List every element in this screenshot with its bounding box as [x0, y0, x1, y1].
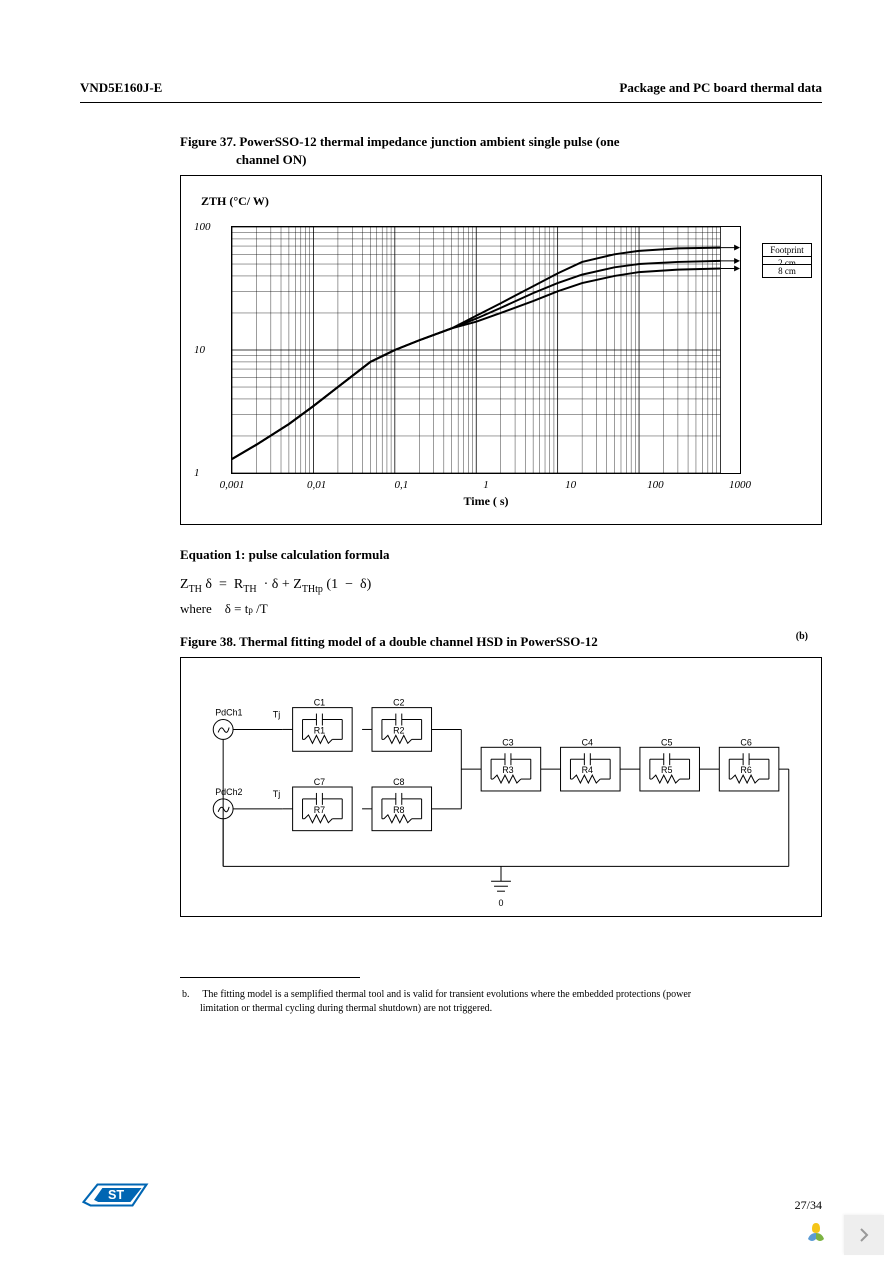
- svg-text:R2: R2: [393, 726, 404, 736]
- figure38-caption: Figure 38. Thermal fitting model of a do…: [180, 633, 822, 651]
- page-number: 27/34: [795, 1198, 822, 1213]
- svg-text:Tj: Tj: [273, 710, 280, 720]
- chart-xlabel: Time ( s): [463, 494, 508, 509]
- xtick-label: 1000: [729, 479, 751, 491]
- svg-text:C6: C6: [740, 738, 751, 748]
- svg-text:R3: R3: [502, 765, 513, 775]
- svg-text:C1: C1: [314, 698, 325, 708]
- svg-text:C7: C7: [314, 777, 325, 787]
- svg-text:R4: R4: [582, 765, 593, 775]
- svg-text:R6: R6: [740, 765, 751, 775]
- legend-item: 8 cm: [762, 264, 812, 278]
- chevron-right-icon: [858, 1227, 870, 1243]
- header-left: VND5E160J-E: [80, 80, 162, 96]
- svg-text:PdCh2: PdCh2: [215, 787, 242, 797]
- svg-text:C2: C2: [393, 698, 404, 708]
- next-page-button[interactable]: [844, 1215, 884, 1255]
- equation1-title: Equation 1: pulse calculation formula: [180, 547, 822, 563]
- xtick-label: 100: [647, 479, 664, 491]
- xtick-label: 0,1: [394, 479, 408, 491]
- equation1-formula: ZTH δ = RTH · δ + ZTHtp (1 − δ): [180, 577, 822, 595]
- svg-text:0: 0: [499, 898, 504, 908]
- svg-text:C3: C3: [502, 738, 513, 748]
- svg-text:R1: R1: [314, 726, 325, 736]
- svg-text:C4: C4: [582, 738, 593, 748]
- svg-text:Tj: Tj: [273, 789, 280, 799]
- xtick-label: 0,001: [220, 479, 245, 491]
- page-header: VND5E160J-E Package and PC board thermal…: [80, 80, 822, 103]
- figure38-diagram: PdCh1 Tj C1 R1 C2 R2 PdCh2 Tj C7 R7 C8 R8 C3 R3 C4 R4 C5…: [180, 657, 822, 917]
- footnote-rule: [180, 977, 360, 978]
- equation1-where: where δ = tp /T: [180, 601, 822, 617]
- chart-ylabel: ZTH (°C/ W): [201, 194, 269, 209]
- figure38-footnote-mark: (b): [796, 631, 808, 642]
- svg-text:PdCh1: PdCh1: [215, 708, 242, 718]
- footer: ST 27/34: [80, 1177, 822, 1213]
- svg-text:C5: C5: [661, 738, 672, 748]
- footnote: b. The fitting model is a semplified the…: [200, 988, 822, 1016]
- ytick-label: 1: [194, 467, 200, 479]
- legend-item: Footprint: [762, 243, 812, 257]
- footnote-text: The fitting model is a semplified therma…: [200, 989, 691, 1014]
- xtick-label: 10: [565, 479, 576, 491]
- header-right: Package and PC board thermal data: [619, 80, 822, 96]
- st-logo-icon: ST: [80, 1177, 150, 1213]
- xtick-label: 0,01: [307, 479, 326, 491]
- chart-plot-area: Time ( s) 1101000,0010,010,11101001000Fo…: [231, 226, 741, 474]
- ytick-label: 100: [194, 221, 211, 233]
- svg-text:R8: R8: [393, 805, 404, 815]
- svg-text:R7: R7: [314, 805, 325, 815]
- footnote-mark: b.: [182, 988, 200, 1002]
- circuit-svg: PdCh1 Tj C1 R1 C2 R2 PdCh2 Tj C7 R7 C8 R8 C3 R3 C4 R4 C5…: [181, 658, 821, 916]
- svg-text:C8: C8: [393, 777, 404, 787]
- figure37-caption-line2: channel ON): [236, 151, 822, 169]
- svg-text:R5: R5: [661, 765, 672, 775]
- svg-text:ST: ST: [108, 1188, 124, 1202]
- gallery-icon[interactable]: [796, 1213, 836, 1253]
- xtick-label: 1: [483, 479, 489, 491]
- chart-svg: [232, 227, 740, 473]
- figure37-caption-line1: Figure 37. PowerSSO-12 thermal impedance…: [180, 134, 620, 149]
- figure37-caption: Figure 37. PowerSSO-12 thermal impedance…: [180, 133, 822, 169]
- figure37-chart: ZTH (°C/ W) Time ( s) 1101000,0010,010,1…: [180, 175, 822, 525]
- ytick-label: 10: [194, 344, 205, 356]
- where-label: where: [180, 601, 212, 616]
